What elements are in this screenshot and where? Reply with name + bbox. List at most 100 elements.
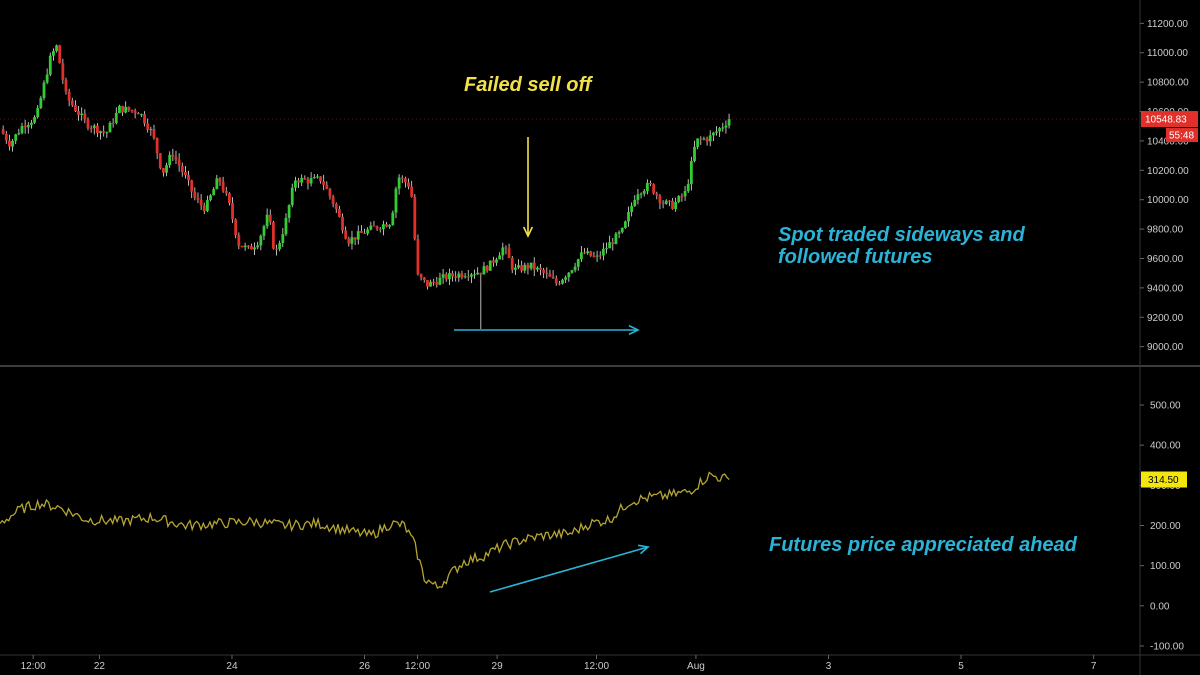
candle-body xyxy=(598,255,602,257)
candle-body xyxy=(259,235,263,246)
time-tick-label: 12:00 xyxy=(21,661,46,672)
last-price-label: 10548.83 xyxy=(1145,115,1187,126)
candle-body xyxy=(425,279,429,287)
candle-body xyxy=(501,247,505,256)
price-tick-label: 10000.00 xyxy=(1147,195,1189,206)
candle-body xyxy=(290,187,294,206)
candle-body xyxy=(507,248,511,259)
candle-body xyxy=(586,251,590,254)
candle-body xyxy=(293,180,297,188)
candle-body xyxy=(671,200,674,209)
candle-body xyxy=(485,266,489,271)
candle-body xyxy=(155,137,159,154)
candle-body xyxy=(457,273,461,278)
candle-body xyxy=(416,239,420,275)
candle-body xyxy=(149,128,153,130)
candle-body xyxy=(61,63,65,80)
candle-body xyxy=(331,196,335,204)
candle-body xyxy=(193,191,197,198)
time-tick-label: 5 xyxy=(958,661,964,672)
candle-body xyxy=(381,224,385,230)
candle-body xyxy=(187,175,190,181)
candle-body xyxy=(359,231,363,233)
candle-body xyxy=(8,140,11,147)
candle-body xyxy=(532,262,536,270)
candle-body xyxy=(576,259,580,267)
candle-body xyxy=(633,199,637,206)
candle-body xyxy=(45,74,49,83)
candle-body xyxy=(300,177,304,183)
spot-sideways-arrow-head xyxy=(628,324,640,336)
candle-body xyxy=(513,267,517,270)
candle-body xyxy=(165,165,168,173)
candle-body xyxy=(152,128,156,138)
candle-body xyxy=(237,235,241,246)
candle-body xyxy=(92,125,96,129)
candle-body xyxy=(429,281,432,287)
candle-body xyxy=(595,255,599,257)
candle-body xyxy=(108,122,112,133)
candle-body xyxy=(334,203,338,210)
candle-body xyxy=(539,267,542,270)
candle-body xyxy=(281,234,285,243)
candle-body xyxy=(99,131,102,134)
candle-body xyxy=(105,132,109,134)
futures-tick-label: 500.00 xyxy=(1150,401,1181,412)
candle-body xyxy=(705,138,709,142)
candle-body xyxy=(89,128,93,130)
candle-body xyxy=(567,272,571,278)
price-tick-label: 11000.00 xyxy=(1147,48,1188,59)
candle-body xyxy=(642,191,646,194)
candle-body xyxy=(454,276,458,278)
candle-body xyxy=(206,200,209,212)
countdown-tag xyxy=(1166,128,1198,143)
candle-body xyxy=(224,190,228,194)
candle-body xyxy=(190,180,194,192)
candle-body xyxy=(689,161,693,185)
annotation-failed-sell-off: Failed sell off xyxy=(464,74,592,96)
candle-body xyxy=(451,273,454,277)
candle-body xyxy=(611,242,615,245)
futures-up-arrow-head xyxy=(638,544,650,555)
candle-body xyxy=(140,114,143,116)
candle-body xyxy=(303,177,307,180)
candle-body xyxy=(240,245,244,248)
candle-body xyxy=(620,227,624,233)
candle-body xyxy=(542,269,546,273)
candle-body xyxy=(579,252,583,260)
price-tick-label: 9400.00 xyxy=(1147,283,1184,294)
candle-body xyxy=(438,277,442,285)
candle-body xyxy=(124,106,128,113)
candle-body xyxy=(460,273,464,277)
candle-body xyxy=(265,214,269,227)
candle-body xyxy=(4,133,8,141)
candle-body xyxy=(234,219,238,236)
futures-up-arrow xyxy=(489,546,649,593)
time-tick-label: Aug xyxy=(687,661,705,672)
candle-body xyxy=(64,79,68,92)
candle-body xyxy=(686,184,690,192)
candle-body xyxy=(444,274,448,280)
futures-tick-label: 400.00 xyxy=(1150,441,1181,452)
candle-body xyxy=(287,205,291,218)
candle-body xyxy=(55,45,58,52)
candle-body xyxy=(523,264,527,271)
candle-body xyxy=(636,194,640,200)
candle-body xyxy=(400,177,404,179)
futures-tick-label: 0.00 xyxy=(1150,601,1170,612)
candle-body xyxy=(479,272,483,275)
candle-body xyxy=(67,91,71,101)
candle-body xyxy=(228,193,231,204)
candle-body xyxy=(391,212,395,226)
candle-body xyxy=(83,113,87,120)
candle-body xyxy=(312,176,316,179)
price-tick-label: 11200.00 xyxy=(1147,19,1188,30)
candle-body xyxy=(614,233,618,245)
candle-body xyxy=(121,105,124,113)
candle-body xyxy=(482,266,486,275)
candle-body xyxy=(724,125,728,128)
candle-body xyxy=(23,125,27,128)
candle-body xyxy=(378,228,382,230)
candle-body xyxy=(422,277,426,280)
